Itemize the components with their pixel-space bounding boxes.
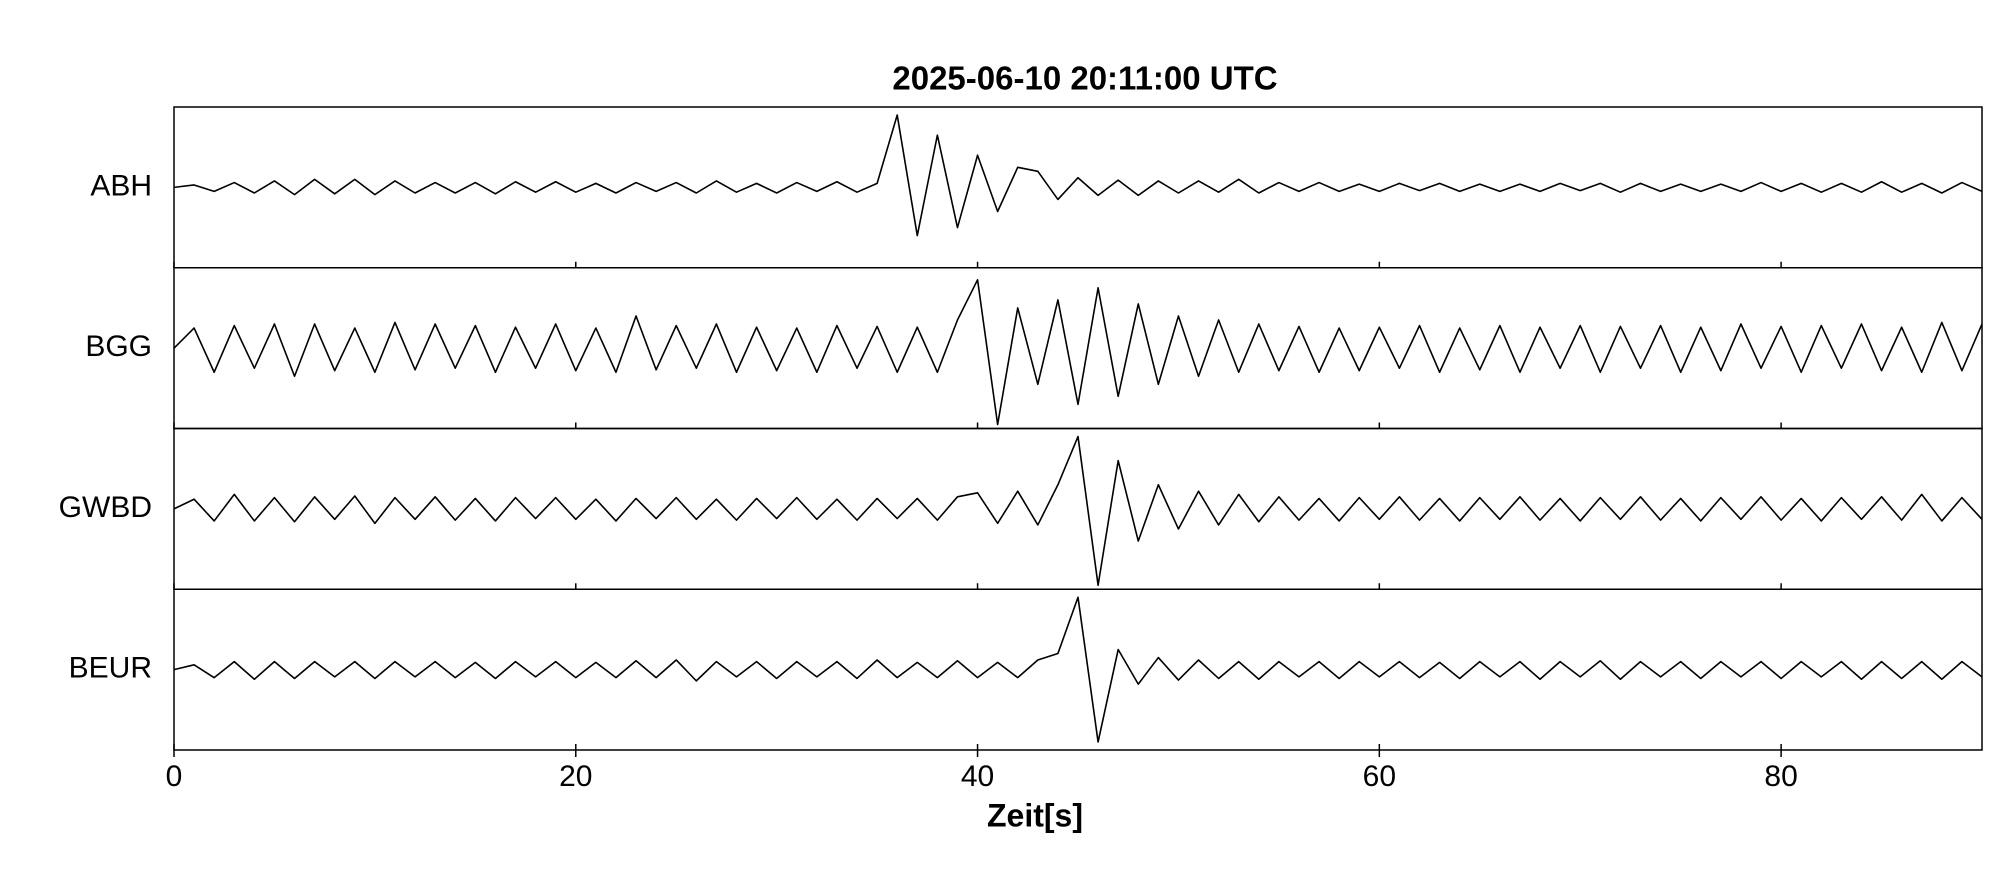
x-tick-label: 40 [961, 760, 994, 793]
x-tick-label: 80 [1764, 760, 1797, 793]
x-tick-label: 0 [166, 760, 183, 793]
x-axis-label: Zeit[s] [987, 797, 1083, 833]
trace [173, 435, 1983, 587]
trace [173, 279, 1983, 426]
trace [173, 596, 1983, 743]
trace [173, 114, 1983, 237]
trace-label: ABH [90, 169, 152, 202]
x-tick-label: 20 [559, 760, 592, 793]
trace-label: BEUR [69, 652, 152, 685]
chart-title: 2025-06-10 20:11:00 UTC [892, 60, 1277, 97]
trace-label: BGG [85, 330, 152, 363]
x-tick-label: 60 [1363, 760, 1396, 793]
trace-label: GWBD [59, 491, 152, 524]
